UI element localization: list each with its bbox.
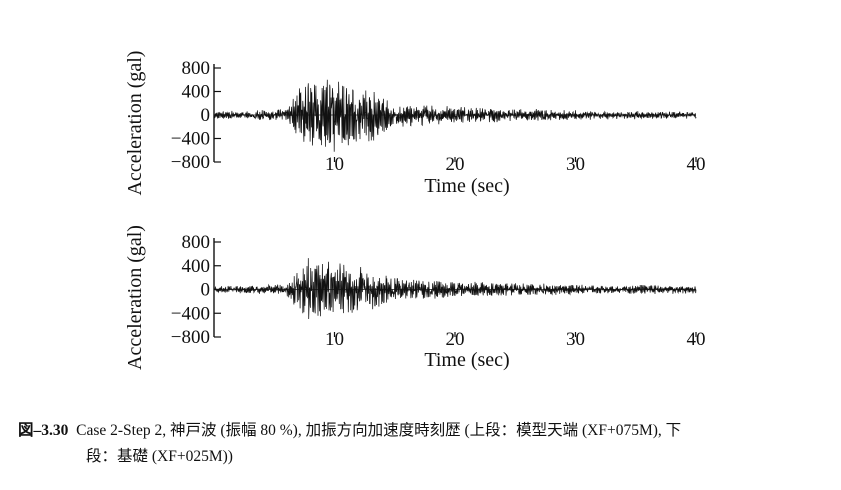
y-axis-title: Acceleration (gal) xyxy=(124,51,146,196)
x-tick-label: 10 xyxy=(325,154,344,175)
x-tick-label: 20 xyxy=(446,329,465,350)
y-tick-label: 400 xyxy=(182,256,211,277)
y-tick-label: −800 xyxy=(171,152,210,173)
x-tick-label: 40 xyxy=(687,154,706,175)
y-tick-label: 0 xyxy=(201,105,211,126)
acceleration-trace xyxy=(213,79,697,152)
x-tick-label: 40 xyxy=(687,329,706,350)
y-tick-label: 0 xyxy=(201,280,211,301)
caption-label: 図–3.30 xyxy=(18,422,69,439)
y-tick-label: −400 xyxy=(171,129,210,150)
caption-text-1: Case 2-Step 2, 神戸波 (振幅 80 %), 加振方向加速度時刻歴… xyxy=(76,422,682,439)
acceleration-trace xyxy=(213,258,697,320)
x-tick-label: 30 xyxy=(566,329,585,350)
x-tick-label: 10 xyxy=(325,329,344,350)
x-axis-title: Time (sec) xyxy=(424,349,509,371)
y-tick-label: −800 xyxy=(171,327,210,348)
y-tick-label: −400 xyxy=(171,303,210,324)
figure-caption: 図–3.30 Case 2-Step 2, 神戸波 (振幅 80 %), 加振方… xyxy=(18,418,818,470)
x-axis-title: Time (sec) xyxy=(424,175,509,197)
x-tick-label: 30 xyxy=(566,154,585,175)
caption-text-2: 段：基礎 (XF+025M)) xyxy=(86,448,233,465)
x-tick-label: 20 xyxy=(446,154,465,175)
y-tick-label: 800 xyxy=(182,232,211,253)
y-tick-label: 400 xyxy=(182,82,211,103)
chart-bottom-panel: 800 400 0−400 −800 10 20 30 40 Time (sec) Acceler… xyxy=(124,225,706,371)
caption-line-2: 段：基礎 (XF+025M)) xyxy=(18,444,818,470)
caption-line-1: 図–3.30 Case 2-Step 2, 神戸波 (振幅 80 %), 加振方… xyxy=(18,418,818,444)
y-tick-label: 800 xyxy=(182,58,211,79)
y-axis-title: Acceleration (gal) xyxy=(124,225,146,370)
